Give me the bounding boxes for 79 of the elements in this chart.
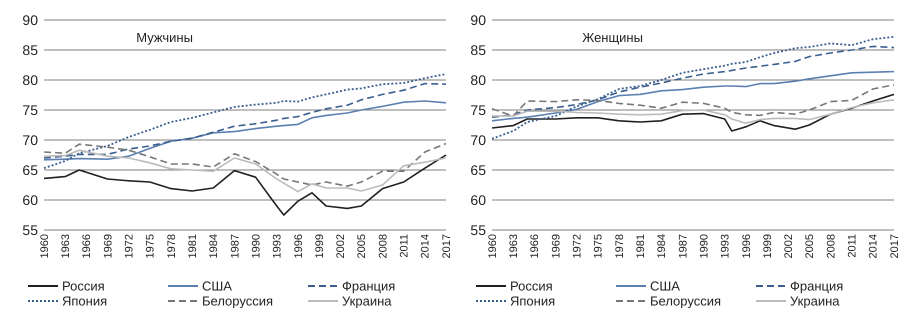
x-tick-label: 1966 bbox=[529, 234, 542, 258]
x-tick-label: 2017 bbox=[440, 234, 453, 258]
y-tick-label: 80 bbox=[470, 72, 486, 88]
line-series bbox=[43, 149, 447, 192]
legend-label: Украина bbox=[790, 294, 840, 309]
x-tick-label: 2005 bbox=[804, 234, 816, 258]
y-tick-label: 90 bbox=[470, 12, 486, 28]
y-tick-label: 70 bbox=[470, 132, 486, 148]
x-tick-label: 1996 bbox=[740, 234, 753, 258]
line-series bbox=[43, 142, 447, 187]
legend-label: Япония bbox=[62, 294, 108, 309]
y-tick-label: 80 bbox=[22, 72, 38, 88]
x-tick-label: 1972 bbox=[123, 234, 136, 258]
text: Мужчины bbox=[136, 30, 193, 45]
x-tick-label: 2002 bbox=[335, 234, 348, 258]
x-tick-label: 2008 bbox=[825, 234, 838, 258]
x-tick-label: 1972 bbox=[571, 234, 584, 258]
x-tick-label: 1987 bbox=[677, 234, 690, 258]
x-tick-label: 2002 bbox=[783, 234, 796, 258]
y-tick-label: 65 bbox=[22, 162, 38, 178]
y-tick-label: 55 bbox=[470, 222, 486, 238]
legend-label: Украина bbox=[342, 294, 392, 309]
x-tick-label: 1963 bbox=[508, 234, 520, 258]
y-tick-label: 75 bbox=[470, 102, 486, 118]
legend-label: Белоруссия bbox=[202, 294, 274, 309]
y-tick-label: 55 bbox=[22, 222, 38, 238]
x-tick-label: 1975 bbox=[592, 234, 605, 258]
x-tick-label: 1984 bbox=[208, 234, 220, 258]
x-tick-label: 1999 bbox=[314, 234, 326, 258]
y-tick-label: 65 bbox=[470, 162, 486, 178]
x-tick-label: 1993 bbox=[720, 234, 732, 258]
x-tick-label: 1990 bbox=[698, 234, 710, 258]
x-tick-label: 1960 bbox=[486, 234, 499, 258]
x-tick-label: 1969 bbox=[102, 234, 114, 258]
text: Женщины bbox=[582, 30, 643, 45]
line-series bbox=[491, 94, 895, 132]
y-tick-label: 60 bbox=[22, 192, 38, 208]
x-tick-label: 2008 bbox=[377, 234, 390, 258]
legend-label: США bbox=[650, 278, 680, 294]
y-tick-label: 85 bbox=[470, 42, 486, 58]
x-tick-label: 1990 bbox=[250, 234, 262, 258]
x-tick-label: 1993 bbox=[272, 234, 284, 258]
x-tick-label: 1984 bbox=[656, 234, 668, 258]
x-tick-label: 1981 bbox=[634, 234, 647, 258]
legend-label: Франция bbox=[790, 278, 844, 294]
y-tick-label: 75 bbox=[22, 102, 38, 118]
x-tick-label: 1978 bbox=[166, 234, 178, 258]
legend-label: Белоруссия bbox=[650, 294, 722, 309]
y-tick-label: 60 bbox=[470, 192, 486, 208]
x-tick-label: 2014 bbox=[420, 234, 432, 258]
x-tick-label: 2011 bbox=[846, 234, 859, 258]
legend-label: Франция bbox=[342, 278, 396, 294]
legend-label: Россия bbox=[510, 278, 553, 294]
line-series bbox=[491, 70, 895, 122]
line-series bbox=[491, 99, 895, 124]
line-series bbox=[491, 84, 895, 117]
x-tick-label: 1975 bbox=[144, 234, 157, 258]
x-tick-label: 1966 bbox=[81, 234, 94, 258]
y-tick-label: 70 bbox=[22, 132, 38, 148]
x-tick-label: 1987 bbox=[229, 234, 242, 258]
legend-label: США bbox=[202, 278, 232, 294]
x-tick-label: 1996 bbox=[292, 234, 305, 258]
legend-label: Россия bbox=[62, 278, 105, 294]
x-tick-label: 1981 bbox=[186, 234, 199, 258]
x-tick-label: 1963 bbox=[60, 234, 72, 258]
x-tick-label: 1999 bbox=[762, 234, 774, 258]
line-series bbox=[43, 73, 447, 170]
line-series bbox=[43, 154, 447, 216]
x-tick-label: 2005 bbox=[356, 234, 368, 258]
y-tick-label: 90 bbox=[22, 12, 38, 28]
x-tick-label: 1960 bbox=[38, 234, 51, 258]
x-tick-label: 2011 bbox=[398, 234, 411, 258]
x-tick-label: 1969 bbox=[550, 234, 562, 258]
x-tick-label: 2017 bbox=[888, 234, 901, 258]
y-tick-label: 85 bbox=[22, 42, 38, 58]
x-tick-label: 1978 bbox=[614, 234, 626, 258]
line-series bbox=[43, 100, 447, 161]
legend-label: Япония bbox=[510, 294, 556, 309]
x-tick-label: 2014 bbox=[868, 234, 880, 258]
